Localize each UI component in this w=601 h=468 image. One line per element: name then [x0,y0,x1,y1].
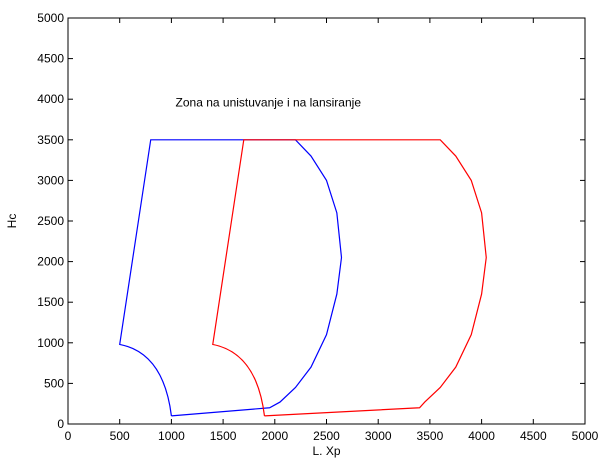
y-tick-label: 5000 [37,11,64,25]
series-line-2 [212,139,487,417]
y-tick-label: 2500 [37,214,64,228]
y-tick-label: 0 [57,417,64,431]
x-tick-label: 3500 [417,429,444,443]
y-tick-label: 4500 [37,52,64,66]
series-line-1 [119,139,343,417]
y-tick-label: 500 [44,376,64,390]
y-tick-label: 1500 [37,295,64,309]
x-tick-label: 4500 [520,429,547,443]
x-axis-label: L. Xp [312,444,340,458]
y-axis-label: Hc [5,214,19,229]
y-tick-label: 1000 [37,336,64,350]
y-tick-label: 4000 [37,92,64,106]
x-tick-label: 0 [65,429,72,443]
x-tick-label: 5000 [572,429,599,443]
x-tick-label: 1000 [158,429,185,443]
x-tick-label: 4000 [468,429,495,443]
x-tick-label: 1500 [210,429,237,443]
x-tick-label: 3000 [365,429,392,443]
x-tick-label: 500 [110,429,130,443]
y-tick-label: 3500 [37,133,64,147]
plot-area-frame [67,17,586,425]
y-tick-label: 3000 [37,173,64,187]
plot-layer: 0 500 1000 1500 2000 2500 3000 3500 4000 4500 5000… [37,11,598,443]
y-tick-label: 2000 [37,255,64,269]
x-tick-label: 2500 [313,429,340,443]
chart-annotation: Zona na unistuvanje i na lansiranje [176,96,362,110]
x-tick-label: 2000 [261,429,288,443]
